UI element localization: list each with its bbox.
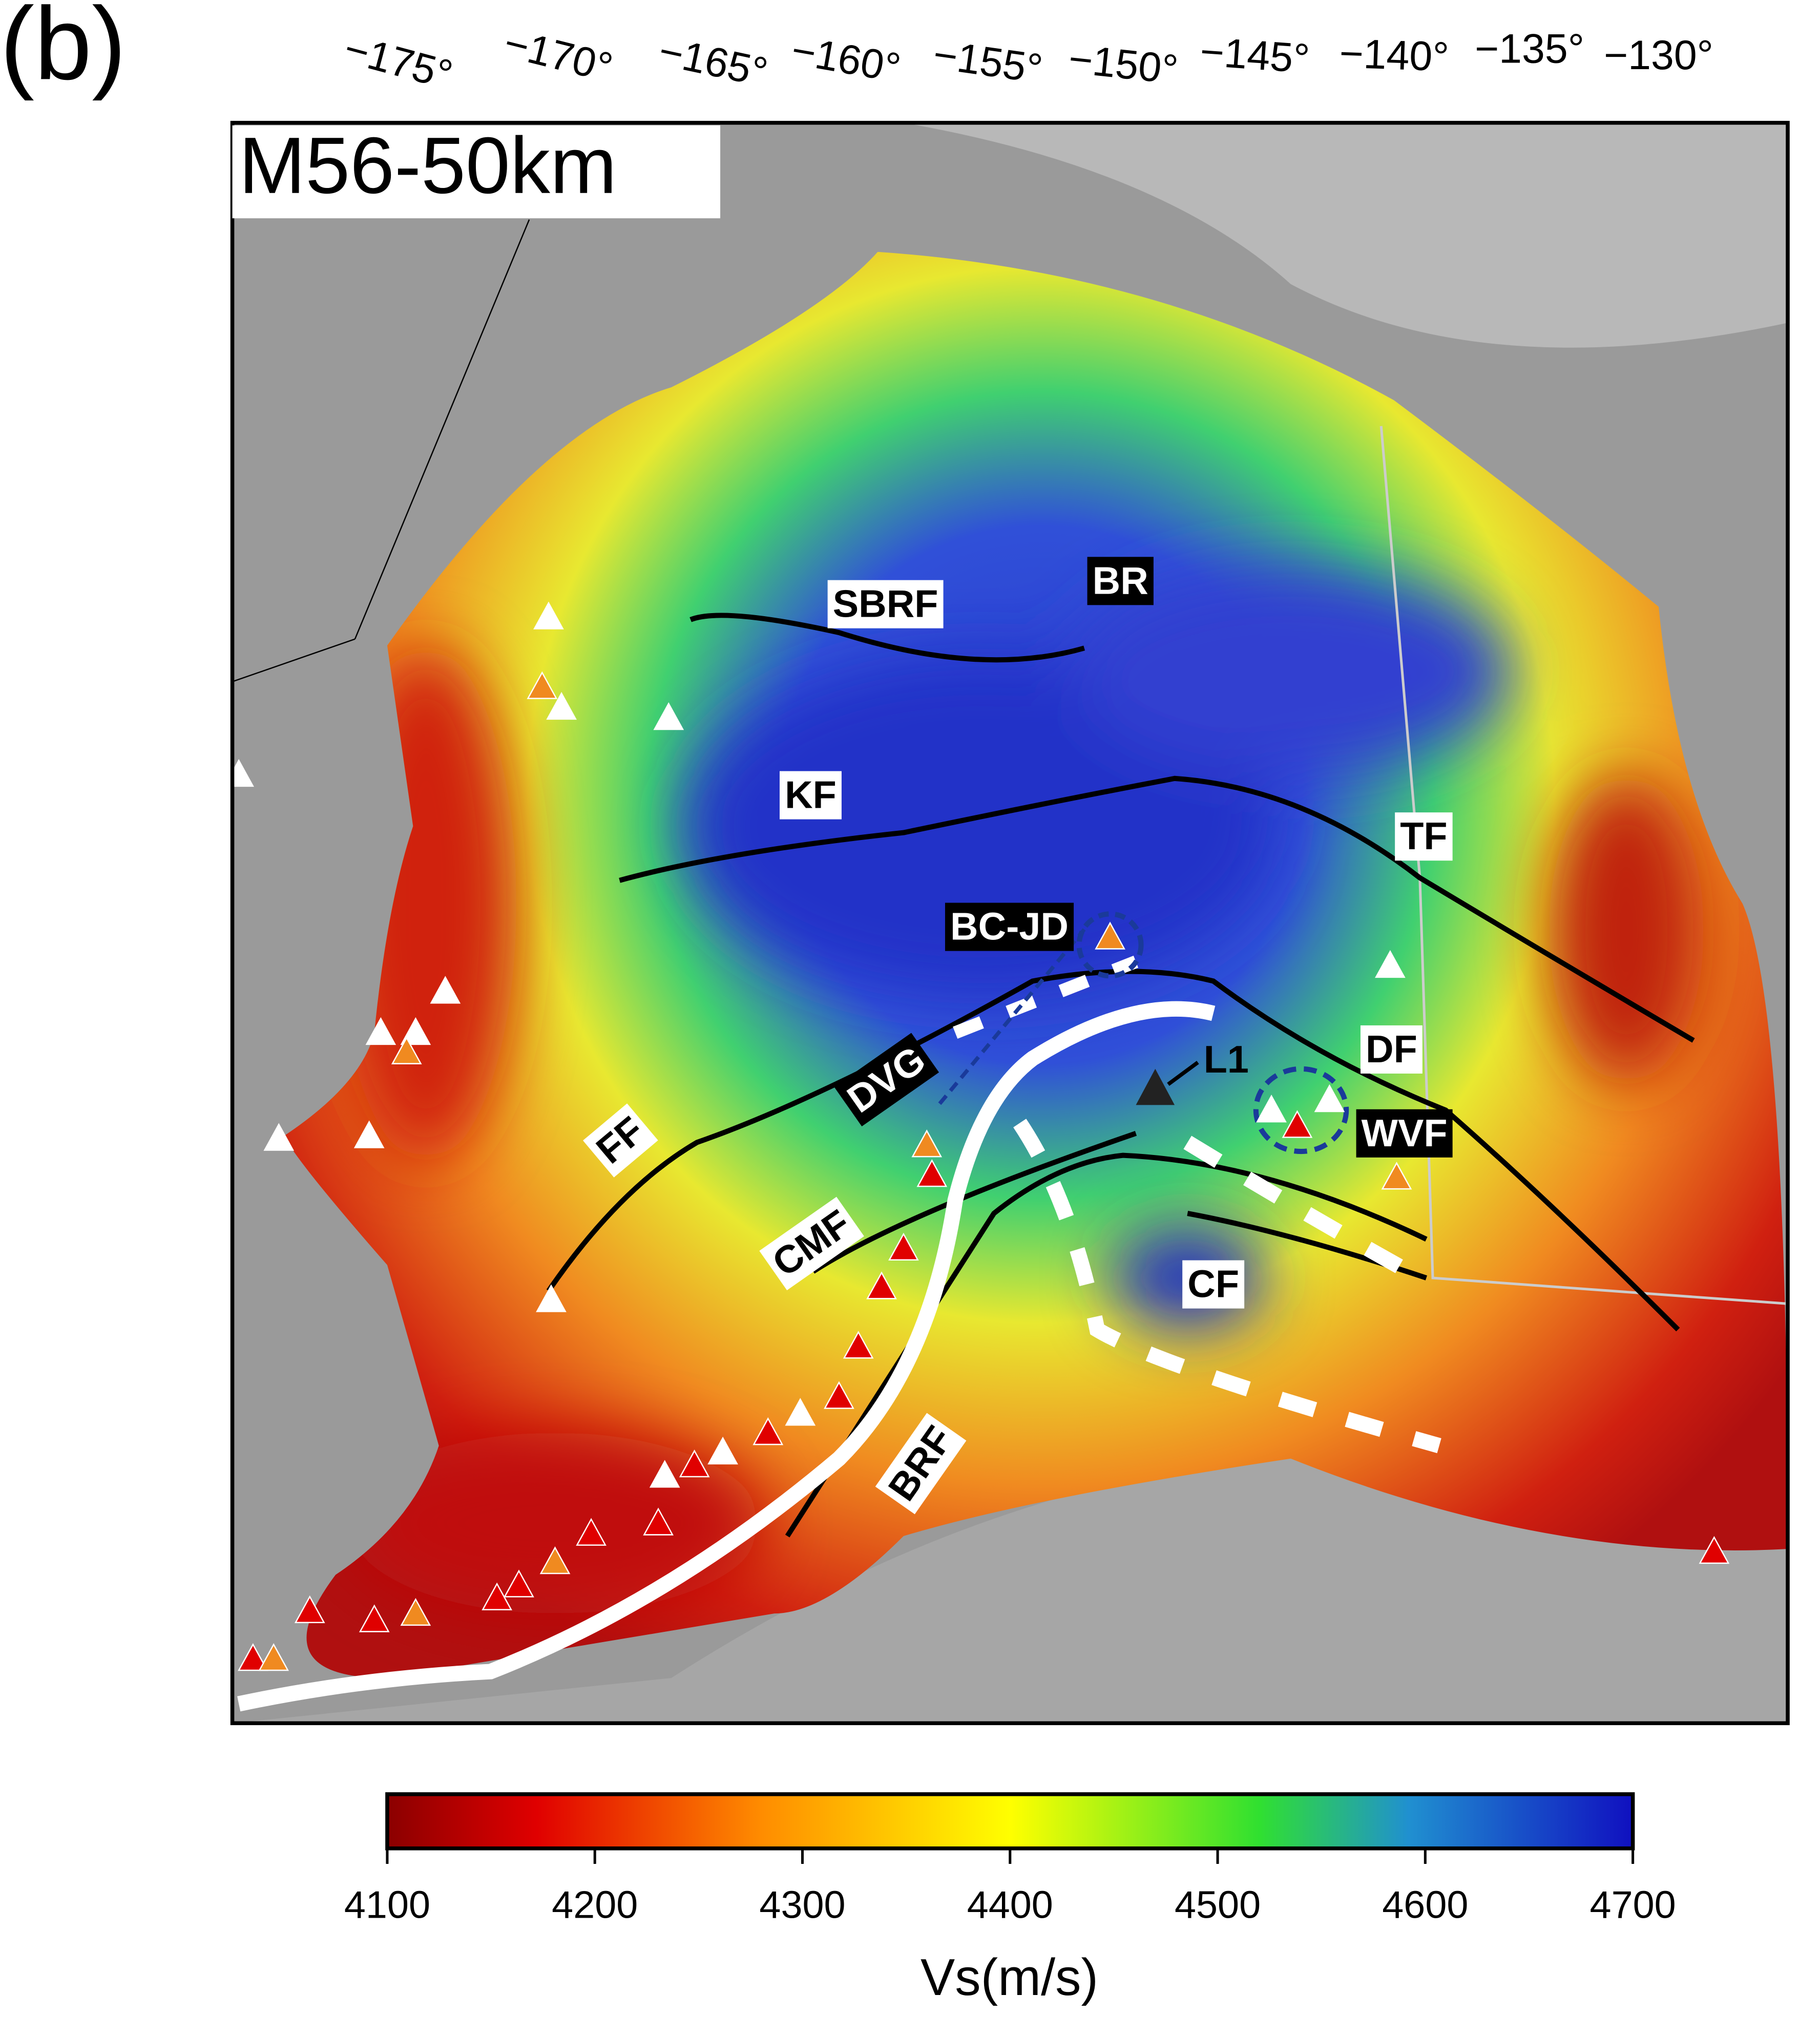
colorbar-tick-label: 4400 bbox=[967, 1884, 1053, 1927]
volcano bbox=[866, 1271, 897, 1299]
volcano bbox=[1699, 1536, 1730, 1564]
volcano bbox=[911, 1129, 943, 1158]
volcano bbox=[263, 1123, 295, 1151]
lon-label: −170° bbox=[499, 20, 617, 91]
volcano bbox=[391, 1036, 422, 1064]
label-box bbox=[1182, 1260, 1245, 1309]
colorbar-tick-label: 4500 bbox=[1175, 1884, 1261, 1927]
volcano bbox=[527, 671, 558, 699]
feature-label: BC-JD bbox=[950, 906, 1069, 949]
volcano bbox=[294, 1595, 325, 1624]
volcano bbox=[1314, 1084, 1345, 1112]
feature-label-group: CF bbox=[1182, 1260, 1245, 1309]
colorbar-tick-label: 4200 bbox=[552, 1884, 638, 1927]
volcano bbox=[824, 1381, 854, 1409]
lon-label: −175° bbox=[340, 26, 457, 98]
volcano bbox=[576, 1518, 606, 1546]
feature-label-group: TF bbox=[1395, 812, 1453, 861]
feature-label: BR bbox=[1093, 559, 1148, 602]
feature-label-group: KF bbox=[780, 771, 842, 820]
lon-label: −160° bbox=[788, 27, 904, 92]
volcano bbox=[843, 1331, 874, 1359]
feature-label: WVF bbox=[1362, 1112, 1448, 1155]
feature-label-group: BR bbox=[1087, 557, 1154, 605]
volcano bbox=[679, 1450, 710, 1478]
label-box bbox=[1087, 557, 1154, 605]
volcano bbox=[400, 1598, 431, 1626]
lon-label: −165° bbox=[655, 28, 771, 95]
feature-label-group: WVF bbox=[1356, 1109, 1453, 1158]
lon-label: −150° bbox=[1066, 36, 1180, 93]
label-box bbox=[583, 1103, 658, 1178]
label-box bbox=[1360, 1025, 1422, 1074]
feature-label: KF bbox=[785, 774, 836, 817]
feature-label: TF bbox=[1400, 815, 1447, 858]
map-frame bbox=[230, 120, 1790, 1726]
volcano bbox=[400, 1017, 431, 1045]
volcano bbox=[752, 1417, 784, 1445]
colorbar-tick-label: 4100 bbox=[344, 1884, 430, 1927]
volcano bbox=[643, 1507, 674, 1536]
feature-label: CF bbox=[1187, 1263, 1239, 1306]
volcano bbox=[1282, 1110, 1313, 1138]
colorbar-tick-label: 4300 bbox=[759, 1884, 845, 1927]
volcano bbox=[353, 1120, 385, 1148]
title-box bbox=[232, 125, 721, 219]
volcano bbox=[916, 1159, 948, 1187]
volcano bbox=[504, 1569, 534, 1598]
colorbar bbox=[385, 1792, 1635, 1851]
volcano bbox=[653, 702, 684, 730]
volcano bbox=[482, 1582, 512, 1610]
feature-label: DF bbox=[1366, 1028, 1417, 1071]
volcano bbox=[539, 1546, 571, 1574]
colorbar-label: Vs(m/s) bbox=[921, 1949, 1098, 2006]
lon-label: −135° bbox=[1475, 26, 1584, 72]
feature-label-group: L1 bbox=[1204, 1038, 1249, 1081]
feature-label-group: BC-JD bbox=[945, 902, 1074, 951]
map bbox=[232, 122, 1788, 1724]
label-box bbox=[1356, 1109, 1453, 1158]
lon-label: −155° bbox=[930, 31, 1045, 92]
label-box bbox=[875, 1413, 967, 1515]
lon-label: −145° bbox=[1199, 29, 1311, 82]
volcano bbox=[533, 601, 564, 629]
volcano bbox=[365, 1017, 396, 1045]
label-box bbox=[945, 902, 1074, 951]
volcano bbox=[536, 1284, 567, 1312]
lon-label: −130° bbox=[1604, 32, 1713, 78]
volcano bbox=[430, 976, 461, 1004]
label-box bbox=[780, 771, 842, 820]
volcano bbox=[232, 759, 255, 787]
feature-label: SBRF bbox=[833, 583, 938, 626]
label-box bbox=[827, 580, 944, 628]
map-title: M56-50km bbox=[239, 121, 617, 211]
colorbar-tick-label: 4600 bbox=[1382, 1884, 1468, 1927]
label-box bbox=[1395, 812, 1453, 861]
volcano bbox=[1375, 950, 1406, 978]
volcano bbox=[1095, 921, 1125, 950]
volcano bbox=[258, 1643, 289, 1671]
lon-label: −140° bbox=[1338, 30, 1450, 80]
volcano bbox=[785, 1398, 816, 1426]
feature-label: L1 bbox=[1204, 1038, 1249, 1081]
volcano bbox=[649, 1460, 680, 1488]
feature-label-group: DF bbox=[1360, 1025, 1422, 1074]
colorbar-tick-label: 4700 bbox=[1590, 1884, 1676, 1927]
feature-label-group: SBRF bbox=[827, 580, 944, 628]
volcano bbox=[1256, 1095, 1287, 1123]
volcano bbox=[359, 1604, 390, 1632]
volcano bbox=[1381, 1162, 1412, 1190]
volcano bbox=[707, 1436, 738, 1465]
label-box bbox=[759, 1196, 864, 1291]
label-box bbox=[834, 1033, 939, 1127]
volcano bbox=[546, 691, 577, 720]
volcano bbox=[888, 1232, 919, 1261]
volcano bbox=[238, 1643, 268, 1671]
panel-label: (b) bbox=[0, 0, 126, 101]
